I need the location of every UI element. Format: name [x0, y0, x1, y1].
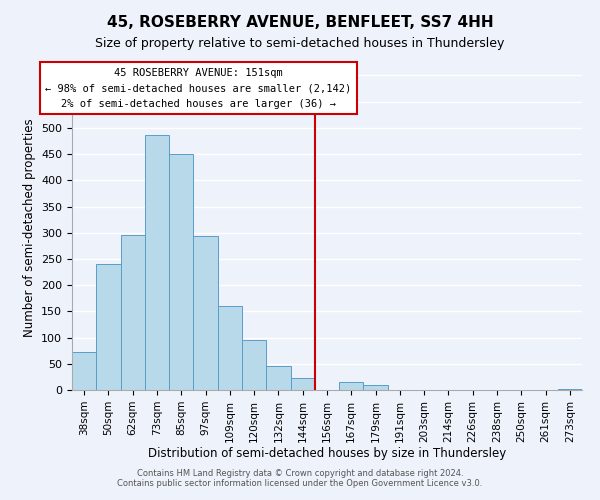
- Bar: [145, 134, 169, 390]
- Text: Contains HM Land Registry data © Crown copyright and database right 2024.: Contains HM Land Registry data © Crown c…: [137, 468, 463, 477]
- Bar: [193, 236, 218, 390]
- Bar: [121, 235, 145, 390]
- Bar: [364, 385, 388, 390]
- Text: Contains public sector information licensed under the Open Government Licence v3: Contains public sector information licen…: [118, 478, 482, 488]
- Bar: [96, 264, 121, 390]
- Text: 45, ROSEBERRY AVENUE, BENFLEET, SS7 4HH: 45, ROSEBERRY AVENUE, BENFLEET, SS7 4HH: [107, 15, 493, 30]
- Bar: [339, 382, 364, 390]
- Y-axis label: Number of semi-detached properties: Number of semi-detached properties: [23, 118, 35, 337]
- Bar: [72, 352, 96, 390]
- Text: 45 ROSEBERRY AVENUE: 151sqm
← 98% of semi-detached houses are smaller (2,142)
2%: 45 ROSEBERRY AVENUE: 151sqm ← 98% of sem…: [45, 68, 352, 109]
- X-axis label: Distribution of semi-detached houses by size in Thundersley: Distribution of semi-detached houses by …: [148, 448, 506, 460]
- Text: Size of property relative to semi-detached houses in Thundersley: Size of property relative to semi-detach…: [95, 38, 505, 51]
- Bar: [266, 366, 290, 390]
- Bar: [169, 154, 193, 390]
- Bar: [290, 378, 315, 390]
- Bar: [558, 389, 582, 390]
- Bar: [242, 340, 266, 390]
- Bar: [218, 306, 242, 390]
